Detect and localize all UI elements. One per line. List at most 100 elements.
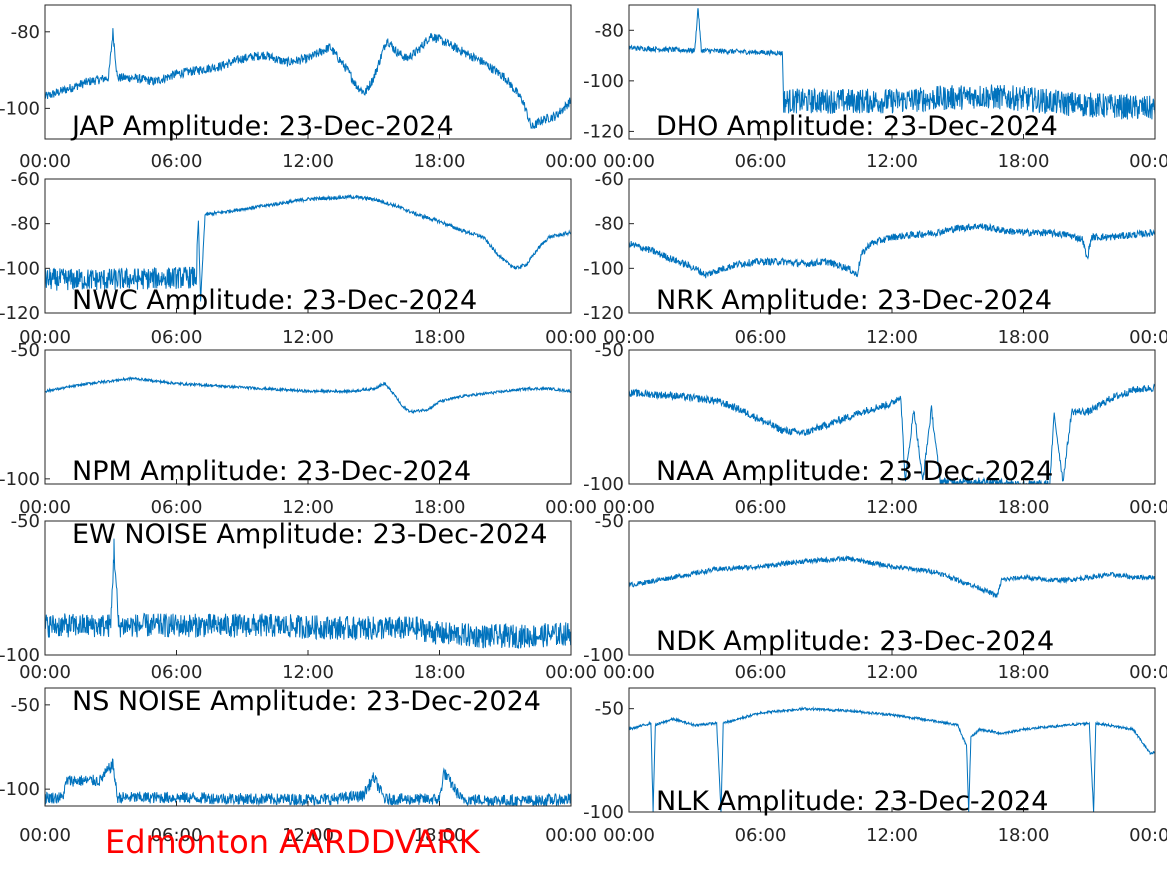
y-tick-label: -100 [0,98,40,119]
x-tick-label: 12:00 [282,151,334,172]
series-line [629,705,1155,812]
x-tick-label: 00:00 [545,327,597,348]
panel-title: NS NOISE Amplitude: 23-Dec-2024 [72,686,541,717]
x-tick-label: 18:00 [414,327,466,348]
y-tick-label: -50 [11,340,40,361]
x-tick-label: 18:00 [998,662,1050,683]
x-tick-label: 12:00 [282,825,334,846]
panel-title: NRK Amplitude: 23-Dec-2024 [656,285,1052,316]
y-tick-label: -120 [0,303,40,324]
x-tick-label: 00:00 [603,151,655,172]
x-tick-label: 06:00 [151,151,203,172]
y-tick-label: -60 [11,169,40,190]
y-tick-label: -80 [11,214,40,235]
y-tick-label: -50 [11,511,40,532]
x-tick-label: 00:00 [1129,662,1167,683]
y-tick-label: -100 [583,71,624,92]
x-tick-label: 18:00 [998,825,1050,846]
panel-title: JAP Amplitude: 23-Dec-2024 [70,111,454,142]
y-tick-label: -100 [0,258,40,279]
x-tick-label: 18:00 [414,825,466,846]
y-tick-label: -80 [11,22,40,43]
x-tick-label: 18:00 [998,497,1050,518]
panel-6: 00:00 06:00 12:00 18:00 00:00 -50 -100 NAA Ampl… [583,340,1167,518]
x-tick-label: 12:00 [866,497,918,518]
x-tick-label: 00:00 [603,662,655,683]
y-tick-label: -50 [595,699,624,720]
x-tick-label: 00:00 [19,497,71,518]
series-line [45,28,571,130]
x-tick-label: 00:00 [1129,497,1167,518]
y-tick-label: -80 [595,214,624,235]
x-tick-label: 12:00 [866,662,918,683]
x-tick-label: 00:00 [545,825,597,846]
x-tick-label: 00:00 [1129,151,1167,172]
x-tick-label: 00:00 [19,327,71,348]
x-tick-label: 12:00 [282,662,334,683]
x-tick-label: 00:00 [545,497,597,518]
y-tick-label: -100 [0,645,40,666]
series-line [45,538,571,649]
x-tick-label: 00:00 [603,327,655,348]
series-line [629,554,1155,598]
panel-4: 00:00 06:00 12:00 18:00 00:00 -60 -80 -100 -120 N… [583,169,1167,348]
panel-7: 00:00 06:00 12:00 18:00 00:00 -50 -100 EW NOISE… [0,511,597,683]
y-tick-label: -50 [11,695,40,716]
x-tick-label: 18:00 [998,151,1050,172]
y-tick-label: -120 [583,303,624,324]
x-tick-label: 00:00 [1129,825,1167,846]
x-tick-label: 00:00 [603,825,655,846]
x-tick-label: 00:00 [19,662,71,683]
y-tick-label: -50 [595,511,624,532]
x-tick-label: 00:00 [19,151,71,172]
y-tick-label: -80 [595,20,624,41]
x-tick-label: 12:00 [866,151,918,172]
x-tick-label: 06:00 [151,662,203,683]
y-tick-label: -100 [583,258,624,279]
panel-9: 00:00 06:00 12:00 18:00 00:00 -50 -100 NS NOISE… [0,686,597,846]
x-tick-label: 12:00 [866,825,918,846]
x-tick-label: 00:00 [545,662,597,683]
panel-3: 00:00 06:00 12:00 18:00 00:00 -60 -80 -100 -120 N… [0,169,597,348]
x-tick-label: 06:00 [735,497,787,518]
panel-title: NWC Amplitude: 23-Dec-2024 [72,285,477,316]
y-tick-label: -100 [0,779,40,800]
panel-1: 00:00 06:00 12:00 18:00 00:00 -80 -100 JAP Ampl… [0,4,597,172]
x-tick-label: 18:00 [414,662,466,683]
x-tick-label: 00:00 [19,825,71,846]
y-tick-label: -120 [583,121,624,142]
series-line [45,758,571,806]
x-tick-label: 12:00 [282,327,334,348]
y-tick-label: -50 [595,340,624,361]
x-tick-label: 00:00 [603,497,655,518]
panel-title: NAA Amplitude: 23-Dec-2024 [656,456,1053,487]
x-tick-label: 18:00 [998,327,1050,348]
x-tick-label: 18:00 [414,151,466,172]
x-tick-label: 00:00 [1129,327,1167,348]
x-tick-label: 06:00 [151,497,203,518]
series-line [629,383,1155,484]
panel-title: NLK Amplitude: 23-Dec-2024 [656,786,1048,817]
panel-8: 00:00 06:00 12:00 18:00 00:00 -50 -100 NDK Ampl… [583,511,1167,683]
y-tick-label: -60 [595,169,624,190]
x-tick-label: 06:00 [735,151,787,172]
panel-10: 00:00 06:00 12:00 18:00 00:00 -50 -100 NLK Ampl… [583,687,1167,846]
panel-5: 00:00 06:00 12:00 18:00 00:00 -50 -100 NPM Ampl… [0,340,597,518]
panel-title: EW NOISE Amplitude: 23-Dec-2024 [72,519,547,550]
series-line [629,8,1155,120]
panel-title: NDK Amplitude: 23-Dec-2024 [656,626,1054,657]
y-tick-label: -100 [0,469,40,490]
x-tick-label: 12:00 [282,497,334,518]
x-tick-label: 06:00 [151,825,203,846]
x-tick-label: 00:00 [545,151,597,172]
series-line [45,375,571,415]
y-tick-label: -100 [583,474,624,495]
y-tick-label: -100 [583,802,624,823]
panel-title: NPM Amplitude: 23-Dec-2024 [72,456,471,487]
panel-title: DHO Amplitude: 23-Dec-2024 [656,111,1058,142]
x-tick-label: 18:00 [414,497,466,518]
x-tick-label: 06:00 [735,825,787,846]
x-tick-label: 06:00 [735,327,787,348]
series-line [629,222,1155,279]
